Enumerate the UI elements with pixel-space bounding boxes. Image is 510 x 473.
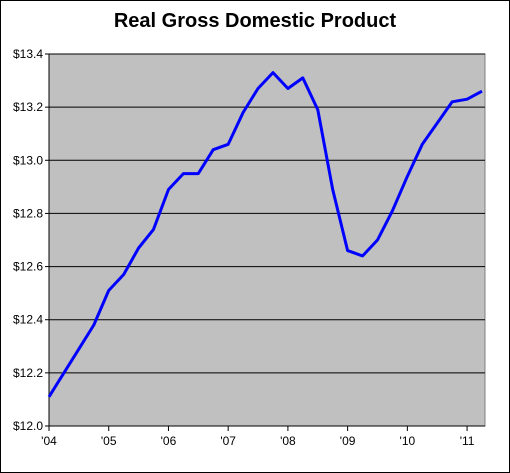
y-tick-label: $13.0 [13,153,43,167]
x-tick-label: '09 [340,434,356,448]
y-tick-label: $13.4 [13,47,43,61]
y-tick-label: $12.6 [13,260,43,274]
plot-area [48,53,486,427]
x-tick-label: '06 [161,434,177,448]
y-tick-label: $12.2 [13,366,43,380]
x-tick-label: '05 [101,434,117,448]
y-tick-label: $12.8 [13,206,43,220]
x-tick-label: '11 [460,434,475,448]
y-tick-label: $12.4 [13,313,43,327]
y-axis-ticks: $12.0 $12.2 $12.4 $12.6 $12.8 $13.0 $13.2 $13.4 [13,47,49,433]
x-tick-label: '08 [280,434,296,448]
x-axis-ticks: '04 '05 '06 '07 '08 '09 '10 '11 [41,54,485,448]
gdp-series-line [47,71,483,398]
x-tick-label: '04 [41,434,57,448]
y-tick-label: $12.0 [13,419,43,433]
chart-title: Real Gross Domestic Product [113,10,397,32]
gridlines [49,53,485,427]
y-tick-label: $13.2 [13,100,43,114]
x-tick-label: '10 [400,434,416,448]
x-tick-label: '07 [220,434,236,448]
